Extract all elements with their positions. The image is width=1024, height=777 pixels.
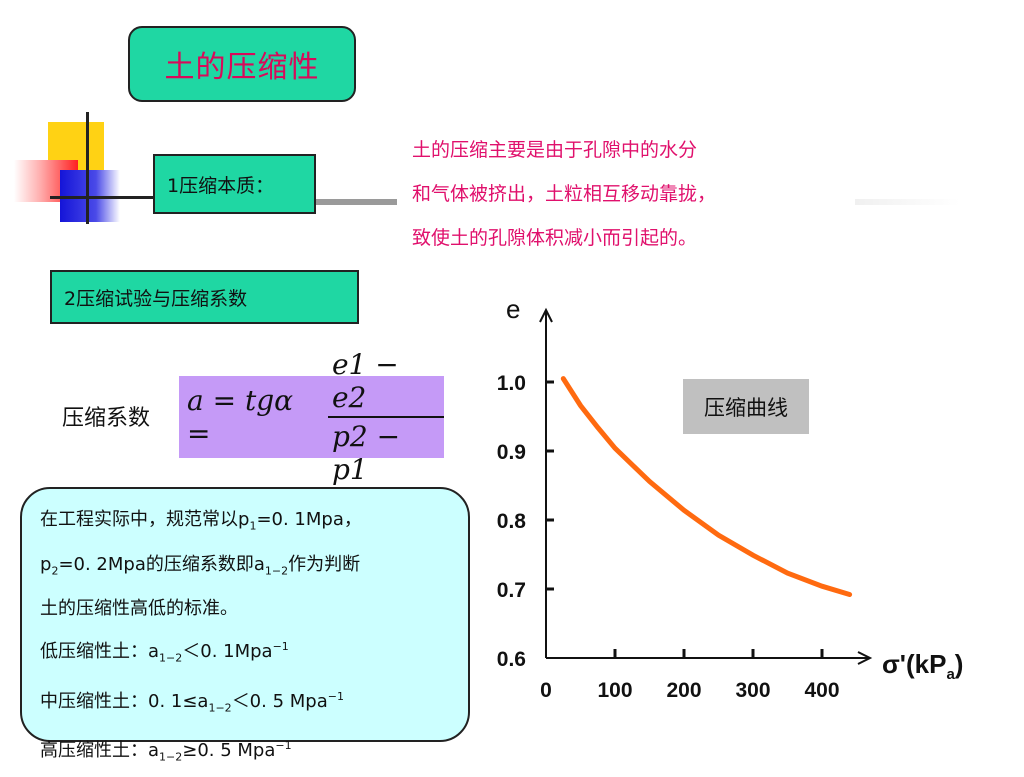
description-line: 和气体被挤出，土粒相互移动靠拢，: [412, 183, 717, 205]
x-axis-label: σ'(kPa): [882, 649, 963, 683]
info-text: 中压缩性土：0. 1≤a: [40, 690, 209, 712]
y-axis-label: e: [506, 294, 520, 324]
info-sup: −1: [327, 689, 344, 703]
section-compression-test: 2压缩试验与压缩系数: [50, 270, 359, 324]
x-axis-arrow: [857, 651, 873, 665]
info-sub: 1−2: [159, 750, 183, 764]
y-tick-label: 0.9: [497, 441, 526, 464]
decor-vertical-line: [86, 112, 89, 224]
formula-denominator: p2 − p1: [331, 420, 401, 486]
section-label: 1压缩本质：: [167, 174, 275, 197]
info-text: ＜0. 1Mpa: [182, 641, 273, 663]
compression-chart: 0.6 0.7 0.8 0.9 1.0 0 100 200 300 400 e σ'(kPa): [497, 294, 964, 702]
info-sup: −1: [275, 739, 292, 753]
info-sup: −1: [272, 640, 289, 654]
compression-curve: [560, 376, 853, 597]
info-text: =0. 2Mpa的压缩系数即a: [58, 553, 265, 575]
description-text: 土的压缩主要是由于孔隙中的水分 和气体被挤出，土粒相互移动靠拢， 致使土的孔隙体…: [412, 128, 832, 260]
divider-line: [315, 199, 397, 205]
y-tick-label: 0.6: [497, 648, 526, 671]
info-text: =0. 1Mpa，: [256, 509, 362, 530]
info-line: 在工程实际中，规范常以p1=0. 1Mpa，: [40, 501, 468, 546]
info-text: ≥0. 5 Mpa: [182, 740, 276, 762]
y-axis-arrow: [539, 307, 553, 323]
info-text: 高压缩性土：a: [40, 740, 160, 762]
description-line: 土的压缩主要是由于孔隙中的水分: [412, 139, 698, 161]
coefficient-label: 压缩系数: [62, 406, 151, 431]
formula-numerator: e1 − e2: [327, 348, 444, 418]
x-tick-label: 0: [540, 679, 552, 702]
info-mid: 中压缩性土：0. 1≤a1−2＜0. 5 Mpa−1: [40, 678, 468, 728]
section-compression-essence: 1压缩本质：: [153, 154, 316, 214]
info-line: p2=0. 2Mpa的压缩系数即a1−2作为判断: [40, 546, 468, 591]
info-text: p: [40, 553, 52, 575]
standard-info-box: 在工程实际中，规范常以p1=0. 1Mpa， p2=0. 2Mpa的压缩系数即a…: [20, 487, 470, 764]
info-text: ＜0. 5 Mpa: [231, 690, 328, 712]
x-tick-label: 300: [735, 679, 770, 702]
divider-line-faint: [855, 199, 960, 205]
decor-horizontal-line: [50, 196, 158, 199]
formula-box: a = tgα = e1 − e2 p2 − p1: [179, 348, 444, 486]
info-sub: 1−2: [208, 701, 232, 715]
info-text: 低压缩性土：a: [40, 641, 160, 663]
x-tick-label: 100: [597, 679, 632, 702]
info-line: 土的压缩性高低的标准。: [40, 598, 238, 620]
y-tick-label: 1.0: [497, 372, 526, 395]
y-tick-label: 0.7: [497, 579, 526, 602]
description-line: 致使土的孔隙体积减小而引起的。: [412, 227, 698, 249]
info-sub: 1−2: [264, 564, 289, 578]
formula-fraction: e1 − e2 p2 − p1: [327, 348, 444, 486]
slide-title: 土的压缩性: [128, 26, 356, 102]
info-sub: 1−2: [159, 651, 183, 665]
info-sub: 1: [249, 519, 257, 533]
info-sub: 2: [51, 564, 59, 578]
section-label: 2压缩试验与压缩系数: [64, 287, 248, 310]
info-text: 作为判断: [288, 553, 361, 575]
info-text: 在工程实际中，规范常以p: [40, 509, 250, 530]
x-tick-label: 400: [804, 679, 839, 702]
curve-label: 压缩曲线: [683, 379, 809, 434]
info-low: 低压缩性土：a1−2＜0. 1Mpa−1: [40, 628, 468, 678]
y-tick-label: 0.8: [497, 510, 527, 533]
x-tick-label: 200: [666, 679, 701, 702]
formula-lhs: a = tgα =: [187, 384, 294, 450]
info-high: 高压缩性土：a1−2≥0. 5 Mpa−1: [40, 727, 468, 777]
